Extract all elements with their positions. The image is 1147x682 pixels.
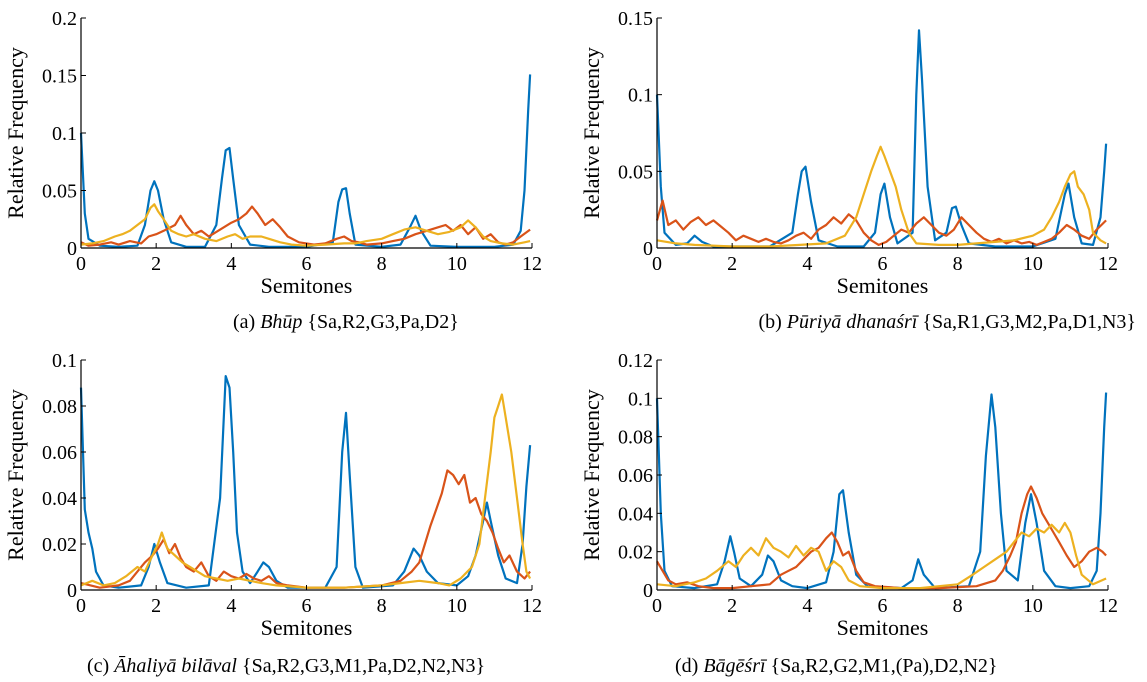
y-tick-label: 0.1 — [52, 350, 77, 372]
x-axis-label: Semitones — [837, 273, 929, 298]
series-line-3 — [656, 145, 1107, 248]
y-tick-label: 0.05 — [618, 161, 653, 183]
x-tick-label: 8 — [377, 595, 387, 617]
y-tick-label: 0.08 — [618, 427, 653, 449]
x-tick-label: 10 — [1023, 595, 1043, 617]
chart-panel-1: 0 2 4 6 8 10 12 0 0.05 0.1 0.15 0.2 Semitones Relativ… — [3, 8, 542, 333]
x-tick-label: 6 — [302, 253, 312, 275]
y-tick-label: 0.12 — [618, 350, 653, 372]
caption-notes: {Sa,R2,G3,M1,Pa,D2,N2,N3} — [237, 655, 485, 677]
x-tick-label: 2 — [151, 253, 161, 275]
series-line-1 — [655, 29, 1108, 248]
y-tick-label: 0.05 — [42, 181, 77, 203]
caption-prefix: (d) — [675, 655, 703, 677]
y-tick-label: 0 — [643, 238, 653, 260]
x-tick-label: 4 — [802, 253, 812, 275]
x-axis-label: Semitones — [837, 615, 929, 640]
x-tick-label: 2 — [151, 595, 161, 617]
caption-notes: {Sa,R2,G2,M1,(Pa),D2,N2} — [766, 655, 998, 677]
y-tick-label: 0 — [67, 580, 77, 602]
x-tick-label: 12 — [522, 595, 542, 617]
x-tick-label: 8 — [953, 253, 963, 275]
chart-panel-2: 0 2 4 6 8 10 12 0 0.05 0.1 0.15 Semitones Relative F… — [579, 8, 1136, 333]
x-tick-label: 8 — [377, 253, 387, 275]
y-tick-label: 0.2 — [52, 8, 77, 30]
x-tick-label: 6 — [878, 595, 888, 617]
y-axis-label: Relative Frequency — [3, 47, 28, 219]
y-tick-label: 0.02 — [618, 542, 653, 564]
caption-raga: Bhūp — [260, 311, 302, 333]
x-tick-label: 10 — [447, 595, 467, 617]
y-axis-label: Relative Frequency — [579, 389, 604, 561]
series-line-2 — [656, 485, 1107, 590]
y-tick-label: 0.08 — [42, 396, 77, 418]
x-tick-label: 4 — [802, 595, 812, 617]
x-tick-label: 0 — [652, 253, 662, 275]
series-line-2 — [655, 199, 1107, 246]
y-tick-label: 0.02 — [42, 534, 77, 556]
y-tick-label: 0.06 — [618, 465, 653, 487]
caption-raga: Āhaliyā bilāval — [112, 655, 237, 677]
x-tick-label: 0 — [652, 595, 662, 617]
chart-panel-3: 0 2 4 6 8 10 12 0 0.02 0.04 0.06 0.08 0.1 Semitones Re… — [3, 350, 542, 677]
caption-prefix: (a) — [233, 311, 260, 333]
series-line-1 — [79, 375, 532, 589]
x-axis-label: Semitones — [261, 615, 353, 640]
chart-caption: (c) Āhaliyā bilāval {Sa,R2,G3,M1,Pa,D2,N… — [87, 655, 485, 677]
chart-panel-4: 0 2 4 6 8 10 12 0 0.02 0.04 0.06 0.08 0.1 0.12 Semiton… — [579, 350, 1118, 677]
chart-caption: (b) Pūriyā dhanaśrī {Sa,R1,G3,M2,Pa,D1,N… — [758, 311, 1136, 333]
x-tick-label: 6 — [302, 595, 312, 617]
y-tick-label: 0.15 — [42, 66, 77, 88]
y-tick-label: 0.06 — [42, 442, 77, 464]
series-line-3 — [80, 393, 532, 589]
y-tick-label: 0.04 — [618, 503, 653, 525]
x-tick-label: 12 — [1098, 595, 1118, 617]
series-line-2 — [80, 205, 531, 247]
y-axis-label: Relative Frequency — [579, 47, 604, 219]
y-tick-label: 0 — [643, 580, 653, 602]
x-tick-label: 4 — [226, 253, 236, 275]
y-tick-label: 0.15 — [618, 8, 653, 30]
y-axis-label: Relative Frequency — [3, 389, 28, 561]
x-tick-label: 6 — [878, 253, 888, 275]
y-tick-label: 0.04 — [42, 488, 77, 510]
y-tick-label: 0 — [67, 238, 77, 260]
x-tick-label: 4 — [226, 595, 236, 617]
chart-caption: (a) Bhūp {Sa,R2,G3,Pa,D2} — [233, 311, 459, 333]
x-axis-label: Semitones — [261, 273, 353, 298]
chart-caption: (d) Bāgēśrī {Sa,R2,G2,M1,(Pa),D2,N2} — [675, 655, 998, 677]
y-tick-label: 0.1 — [628, 85, 653, 107]
y-tick-label: 0.1 — [52, 123, 77, 145]
caption-prefix: (b) — [758, 311, 786, 333]
caption-raga: Pūriyā dhanaśrī — [786, 311, 920, 333]
caption-notes: {Sa,R1,G3,M2,Pa,D1,N3} — [917, 311, 1136, 333]
x-tick-label: 0 — [76, 595, 86, 617]
caption-prefix: (c) — [87, 655, 114, 677]
x-tick-label: 10 — [447, 253, 467, 275]
x-tick-label: 2 — [727, 595, 737, 617]
x-tick-label: 12 — [1098, 253, 1118, 275]
series-line-3 — [80, 203, 531, 247]
series-line-3 — [656, 521, 1107, 590]
x-tick-label: 8 — [953, 595, 963, 617]
x-tick-label: 2 — [727, 253, 737, 275]
caption-notes: {Sa,R2,G3,Pa,D2} — [302, 311, 458, 333]
series-line-1 — [79, 74, 532, 248]
y-tick-label: 0.1 — [628, 388, 653, 410]
caption-raga: Bāgēśrī — [703, 655, 768, 677]
x-tick-label: 0 — [76, 253, 86, 275]
series-line-1 — [655, 392, 1108, 590]
x-tick-label: 12 — [522, 253, 542, 275]
x-tick-label: 10 — [1023, 253, 1043, 275]
